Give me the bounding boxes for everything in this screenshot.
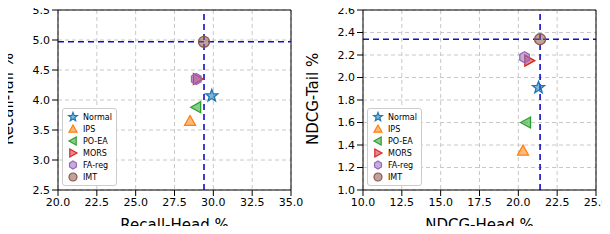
svg-text:25.0: 25.0 (584, 196, 602, 209)
svg-text:3.0: 3.0 (33, 154, 51, 167)
html-text:MORS: MORS (83, 148, 107, 158)
html-text:Normal: Normal (388, 112, 417, 122)
svg-text:12.5: 12.5 (390, 196, 415, 209)
svg-text:25.0: 25.0 (123, 196, 148, 209)
svg-text:5.5: 5.5 (33, 8, 51, 17)
svg-text:Recall-Head %: Recall-Head % (120, 216, 228, 226)
svg-text:22.5: 22.5 (85, 196, 110, 209)
html-text:IPS: IPS (83, 124, 96, 134)
html-text:IMT: IMT (83, 172, 98, 182)
svg-text:4.0: 4.0 (33, 94, 51, 107)
svg-text:NDCG-Tail %: NDCG-Tail % (305, 53, 322, 145)
html-text:MORS: MORS (388, 148, 412, 158)
svg-text:2.6: 2.6 (338, 8, 356, 17)
svg-text:10.0: 10.0 (351, 196, 376, 209)
html-text:FA-reg: FA-reg (388, 160, 414, 170)
svg-text:5.0: 5.0 (33, 34, 51, 47)
svg-text:2.2: 2.2 (338, 49, 356, 62)
html-text:FA-reg: FA-reg (83, 160, 109, 170)
html-text:PO-EA: PO-EA (83, 136, 108, 146)
svg-text:4.5: 4.5 (33, 64, 51, 77)
svg-text:22.5: 22.5 (545, 196, 570, 209)
svg-text:32.5: 32.5 (240, 196, 265, 209)
svg-text:15.0: 15.0 (428, 196, 453, 209)
svg-text:20.0: 20.0 (506, 196, 531, 209)
svg-text:1.6: 1.6 (338, 116, 356, 129)
svg-text:1.8: 1.8 (338, 94, 356, 107)
svg-text:Recall-Tail %: Recall-Tail % (8, 53, 17, 145)
svg-text:NDCG-Head %: NDCG-Head % (425, 216, 534, 226)
svg-text:20.0: 20.0 (46, 196, 71, 209)
svg-text:3.5: 3.5 (33, 124, 51, 137)
svg-text:1.0: 1.0 (338, 184, 356, 197)
svg-text:2.0: 2.0 (338, 71, 356, 84)
svg-text:1.4: 1.4 (338, 139, 356, 152)
svg-text:2.4: 2.4 (338, 26, 356, 39)
html-text:Normal: Normal (83, 112, 112, 122)
svg-text:30.0: 30.0 (201, 196, 226, 209)
html-text:PO-EA: PO-EA (388, 136, 413, 146)
svg-text:17.5: 17.5 (467, 196, 492, 209)
html-text:IMT: IMT (388, 172, 403, 182)
svg-text:2.5: 2.5 (33, 184, 51, 197)
svg-text:35.0: 35.0 (279, 196, 304, 209)
html-text:IPS: IPS (388, 124, 401, 134)
svg-text:27.5: 27.5 (162, 196, 187, 209)
svg-text:1.2: 1.2 (338, 161, 356, 174)
